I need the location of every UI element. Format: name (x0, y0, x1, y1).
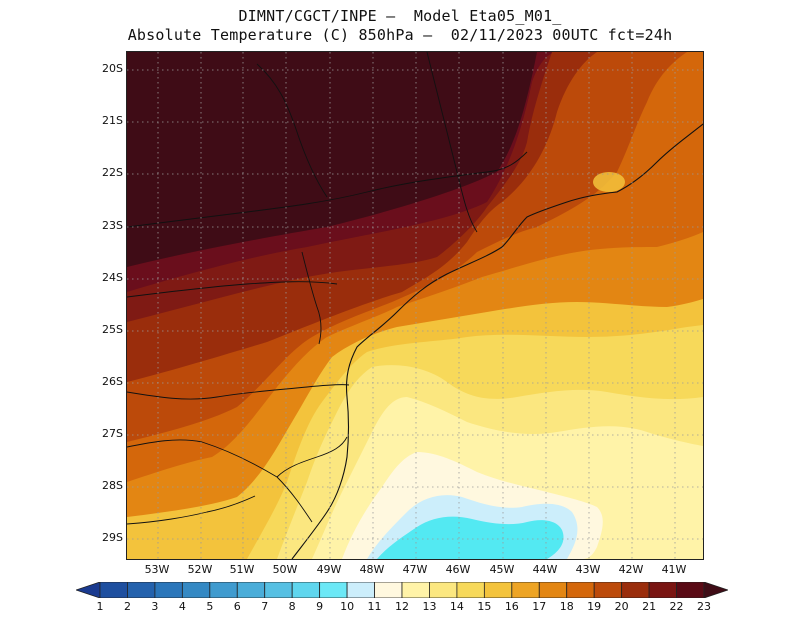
colorbar-swatch (511, 582, 540, 598)
colorbar-label: 4 (178, 600, 186, 613)
colorbar-swatch (593, 582, 623, 598)
lat-label-27s: 27S (102, 427, 123, 440)
colorbar-label: 5 (206, 600, 214, 613)
lon-label-41w: 41W (661, 563, 687, 576)
lon-label-44w: 44W (532, 563, 558, 576)
lat-label-29s: 29S (102, 531, 123, 544)
lon-label-42w: 42W (618, 563, 644, 576)
colorbar-swatch (346, 582, 375, 598)
colorbar-swatch (264, 582, 293, 598)
colorbar-swatch (99, 582, 128, 598)
lat-label-20s: 20S (102, 62, 123, 75)
colorbar-swatch (621, 582, 650, 598)
colorbar-swatch (154, 582, 183, 598)
colorbar-label: 6 (233, 600, 241, 613)
lon-label-46w: 46W (445, 563, 471, 576)
colorbar-swatch (236, 582, 266, 598)
coastline (291, 123, 703, 559)
field-warm-blob (593, 172, 625, 192)
colorbar-label: 11 (367, 600, 382, 613)
colorbar-swatch (319, 582, 348, 598)
lon-label-47w: 47W (402, 563, 428, 576)
colorbar-label: 2 (123, 600, 131, 613)
lat-label-22s: 22S (102, 166, 123, 179)
lat-label-23s: 23S (102, 219, 123, 232)
colorbar-label: 13 (422, 600, 437, 613)
colorbar (76, 582, 728, 598)
colorbar-swatch (538, 582, 568, 598)
lon-label-51w: 51W (229, 563, 255, 576)
colorbar-label: 17 (532, 600, 547, 613)
lon-label-53w: 53W (144, 563, 170, 576)
colorbar-label: 19 (587, 600, 602, 613)
colorbar-label: 21 (642, 600, 657, 613)
colorbar-swatch (483, 582, 513, 598)
colorbar-swatch (429, 582, 458, 598)
colorbar-swatch (209, 582, 238, 598)
lon-label-49w: 49W (316, 563, 342, 576)
temperature-map (126, 51, 704, 560)
lat-label-28s: 28S (102, 479, 123, 492)
lon-label-43w: 43W (575, 563, 601, 576)
colorbar-label: 8 (288, 600, 296, 613)
field-band-10 (377, 516, 564, 559)
state-border (256, 63, 328, 198)
colorbar-label: 15 (477, 600, 492, 613)
graticule (127, 52, 703, 559)
state-border (127, 495, 256, 525)
colorbar-swatch (401, 582, 430, 598)
colorbar-label: 14 (449, 600, 464, 613)
colorbar-label: 20 (614, 600, 629, 613)
colorbar-swatch (648, 582, 677, 598)
colorbar-swatch (181, 582, 211, 598)
colorbar-swatch (374, 582, 403, 598)
lon-label-50w: 50W (272, 563, 298, 576)
colorbar-swatch (456, 582, 485, 598)
temperature-field (127, 52, 703, 559)
map-title-line1: DIMNT/CGCT/INPE — Model Eta05_M01_ (238, 7, 562, 25)
state-border (127, 151, 528, 228)
lon-label-45w: 45W (489, 563, 515, 576)
colorbar-swatch (127, 582, 156, 598)
colorbar-label: 10 (340, 600, 355, 613)
colorbar-label: 12 (395, 600, 409, 613)
state-border (426, 52, 478, 233)
lon-label-48w: 48W (359, 563, 385, 576)
lat-label-21s: 21S (102, 114, 123, 127)
colorbar-swatch (291, 582, 321, 598)
lon-label-52w: 52W (187, 563, 213, 576)
lat-label-25s: 25S (102, 323, 123, 336)
state-border (301, 251, 322, 345)
colorbar-label: 1 (96, 600, 104, 613)
state-border (127, 384, 350, 400)
colorbar-label: 22 (669, 600, 684, 613)
colorbar-label: 18 (559, 600, 574, 613)
state-border (127, 281, 338, 298)
colorbar-arrow-high (703, 582, 728, 598)
state-border (127, 439, 313, 523)
colorbar-swatch (566, 582, 595, 598)
lat-label-26s: 26S (102, 375, 123, 388)
colorbar-swatch (676, 582, 705, 598)
colorbar-label: 16 (504, 600, 519, 613)
colorbar-label: 23 (697, 600, 711, 613)
colorbar-label: 3 (151, 600, 159, 613)
lat-label-24s: 24S (102, 271, 123, 284)
colorbar-label: 7 (261, 600, 269, 613)
state-border (276, 436, 348, 478)
colorbar-arrow-low (76, 582, 101, 598)
colorbar-label: 9 (316, 600, 324, 613)
map-title-line2: Absolute Temperature (C) 850hPa — 02/11/… (127, 26, 673, 44)
